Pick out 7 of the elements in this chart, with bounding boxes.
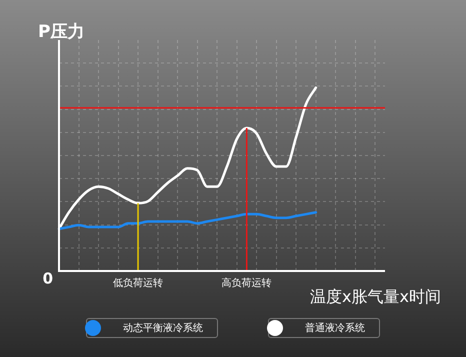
text: 0 xyxy=(42,269,53,288)
x-tick-label: 低负荷运转 xyxy=(113,276,164,289)
legend-label: 动态平衡液冷系统 xyxy=(123,322,203,335)
legend-label: 普通液冷系统 xyxy=(305,322,365,335)
y-axis-title: P压力 xyxy=(38,21,84,43)
x-axis-title: 温度x胀气量x时间 xyxy=(310,287,441,308)
x-tick-label: 高负荷运转 xyxy=(222,276,272,289)
